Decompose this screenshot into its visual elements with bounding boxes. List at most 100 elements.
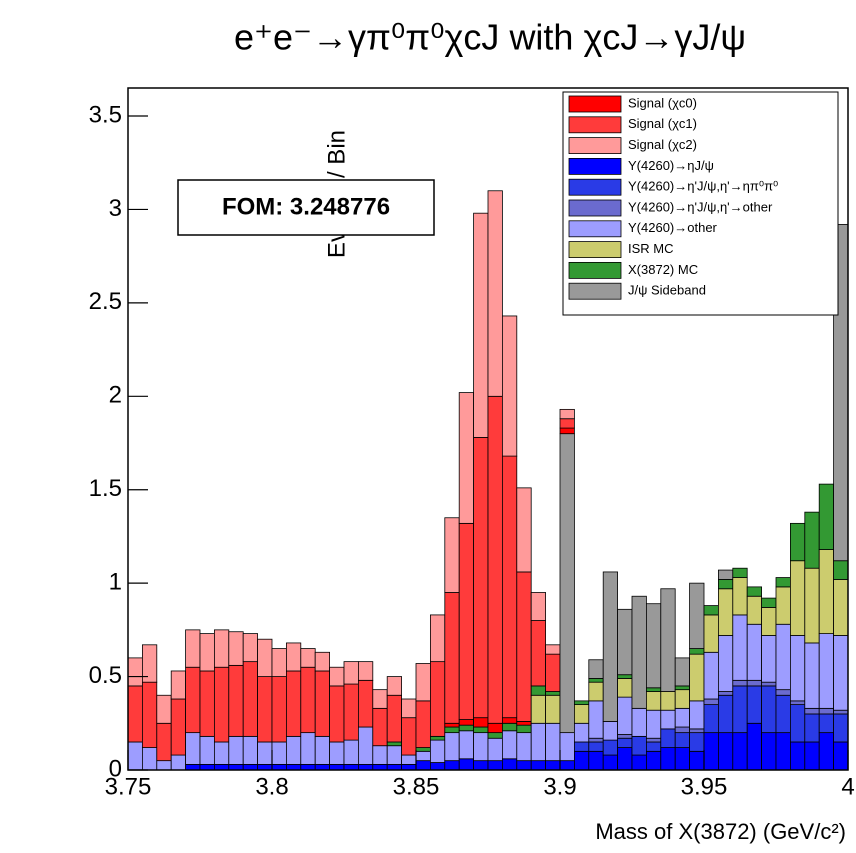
y-tick-label: 0.5: [89, 662, 122, 689]
histogram-bar: [732, 685, 748, 734]
histogram-bar: [689, 582, 705, 649]
histogram-bar: [588, 678, 604, 683]
y-tick-label: 1.5: [89, 475, 122, 502]
histogram-bar: [804, 707, 820, 715]
histogram-bar: [818, 633, 835, 709]
histogram-bar: [718, 694, 734, 734]
x-tick-label: 3.85: [393, 773, 440, 800]
histogram-bar: [141, 747, 158, 771]
histogram-bar: [257, 741, 273, 765]
legend-swatch: [568, 282, 622, 300]
histogram-bar: [372, 707, 388, 747]
histogram-bar: [372, 745, 388, 765]
histogram-bar: [501, 722, 518, 732]
histogram-bar: [357, 661, 374, 681]
histogram-bar: [300, 666, 316, 734]
histogram-bar: [703, 614, 719, 653]
histogram-bar: [487, 737, 503, 762]
histogram-bar: [501, 730, 518, 760]
histogram-bar: [588, 750, 604, 771]
histogram-bar: [545, 644, 561, 655]
histogram-bar: [804, 642, 820, 709]
histogram-bar: [458, 392, 475, 524]
histogram-bar: [444, 726, 460, 734]
histogram-bar: [127, 685, 143, 743]
x-tick-label: 3.8: [255, 773, 288, 800]
histogram-bar: [833, 560, 849, 580]
histogram-bar: [329, 685, 345, 743]
histogram-bar: [242, 661, 258, 737]
histogram-bar: [818, 483, 835, 550]
histogram-bar: [444, 592, 460, 724]
histogram-bar: [257, 676, 273, 743]
histogram-bar: [199, 633, 215, 672]
histogram-bar: [674, 685, 691, 691]
histogram-bar: [401, 763, 417, 771]
histogram-bar: [415, 700, 431, 748]
x-tick-label: 3.95: [681, 773, 728, 800]
histogram-bar: [314, 735, 331, 765]
histogram-bar: [516, 732, 532, 762]
legend-label: Signal (χc0): [628, 95, 697, 110]
histogram-bar: [674, 657, 691, 687]
histogram-bar: [170, 754, 186, 771]
y-tick-label: 2.5: [89, 288, 122, 315]
histogram-bar: [689, 648, 705, 655]
histogram-bar: [487, 760, 503, 771]
histogram-bar: [185, 763, 201, 771]
histogram-bar: [458, 730, 475, 760]
histogram-bar: [213, 666, 230, 743]
histogram-bar: [545, 653, 561, 692]
legend-label: ISR MC: [628, 241, 674, 256]
histogram-bar: [228, 763, 244, 771]
histogram-bar: [588, 741, 604, 752]
legend-label: X(3872) MC: [628, 262, 698, 277]
histogram-bar: [530, 760, 547, 771]
histogram-bar: [185, 629, 201, 668]
histogram-bar: [401, 698, 417, 719]
histogram-bar: [199, 735, 215, 765]
histogram-bar: [559, 427, 575, 435]
histogram-bar: [674, 747, 691, 771]
histogram-bar: [213, 763, 230, 771]
histogram-bar: [386, 676, 403, 696]
histogram-bar: [530, 620, 547, 687]
y-tick-label: 3.5: [89, 101, 122, 128]
x-tick-label: 3.9: [543, 773, 576, 800]
histogram-bar: [530, 685, 547, 696]
legend-entries: Signal (χc0) Signal (χc1) Signal (χc2) Y(42…: [568, 95, 778, 300]
histogram-bar: [530, 722, 547, 762]
histogram-bar: [775, 577, 791, 588]
histogram-bar: [141, 681, 158, 748]
histogram-bar: [357, 763, 374, 771]
histogram-bar: [833, 635, 849, 711]
histogram-bar: [516, 724, 532, 734]
histogram-bar: [804, 567, 820, 644]
histogram-bar: [545, 722, 561, 762]
histogram-bar: [790, 700, 806, 706]
histogram-bar: [401, 754, 417, 765]
histogram-bar: [818, 707, 835, 715]
histogram-bar: [300, 763, 316, 771]
histogram-bar: [559, 418, 575, 429]
histogram-bar: [775, 732, 791, 771]
histogram-bar: [646, 691, 662, 711]
histogram-bar: [732, 567, 748, 578]
histogram-bar: [473, 437, 489, 719]
histogram-bar: [646, 737, 662, 743]
histogram-bar: [761, 681, 777, 687]
histogram-bar: [718, 569, 734, 580]
histogram-bar: [429, 739, 446, 763]
histogram-bar: [790, 741, 806, 771]
histogram-bar: [257, 638, 273, 677]
histogram-bar: [429, 762, 446, 771]
histogram-bar: [674, 732, 691, 748]
histogram-bar: [833, 713, 849, 743]
annotation-box: [177, 179, 435, 236]
histogram-bar: [631, 595, 647, 709]
histogram-bar: [703, 704, 719, 734]
histogram-bar: [718, 579, 734, 590]
histogram-bar: [530, 694, 547, 724]
y-tick-label: 0: [109, 755, 122, 782]
histogram-bar: [213, 629, 230, 668]
